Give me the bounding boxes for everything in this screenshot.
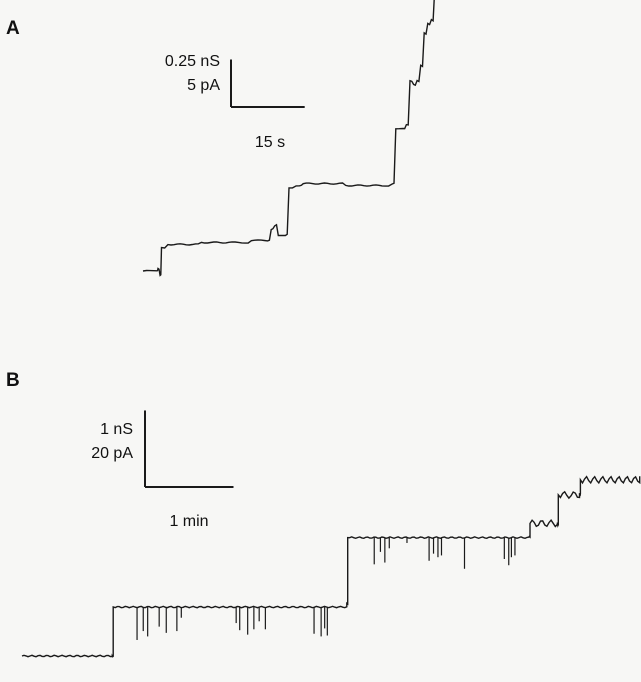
scale-bar-b-current-label: 20 pA bbox=[91, 445, 133, 462]
panel-label-a: A bbox=[6, 18, 20, 39]
scale-bar-a-conductance-label: 0.25 nS bbox=[165, 53, 220, 70]
scale-bar-a-current-label: 5 pA bbox=[187, 77, 220, 94]
trace-a bbox=[142, 0, 435, 277]
scale-bar-b-conductance-label: 1 nS bbox=[100, 421, 133, 438]
scale-bar-a-time-label: 15 s bbox=[255, 134, 285, 151]
scale-bar-b-time-label: 1 min bbox=[169, 513, 208, 530]
panel-label-b: B bbox=[6, 370, 20, 391]
trace-b bbox=[21, 475, 641, 658]
